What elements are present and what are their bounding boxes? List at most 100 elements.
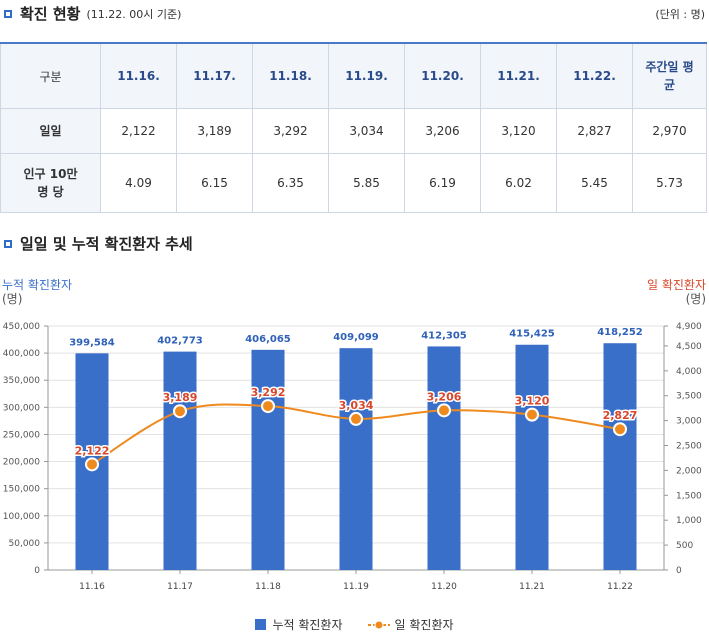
x-tick-label: 11.16: [79, 582, 105, 592]
table-cell: 2,970: [632, 108, 707, 154]
table-header-cell: 11.16.: [100, 42, 177, 109]
right-tick-label: 1,000: [676, 516, 702, 526]
line-point: [349, 411, 363, 426]
square-bullet-icon: [4, 9, 12, 18]
line-point: [613, 422, 627, 437]
table-header-cell: 11.19.: [328, 42, 405, 109]
table-header-cell: 11.20.: [404, 42, 481, 109]
left-tick-label: 100,000: [3, 512, 40, 522]
table-cell: 6.35: [252, 153, 329, 213]
left-tick-label: 250,000: [3, 430, 40, 440]
table-cell: 5.85: [328, 153, 405, 213]
table-cell: 3,120: [480, 108, 557, 154]
table-cell: 5.45: [556, 153, 633, 213]
legend-bar-label: 누적 확진환자: [272, 618, 343, 632]
table-row: 인구 10만 명 당 4.09 6.15 6.35 5.85 6.19 6.02…: [0, 153, 707, 213]
right-tick-label: 4,000: [676, 367, 702, 377]
bar-value-label: 406,065: [245, 334, 291, 345]
x-tick-label: 11.22: [607, 582, 633, 592]
bar: [427, 346, 461, 570]
bar: [163, 351, 197, 570]
x-tick-label: 11.19: [343, 582, 369, 592]
table-cell: 3,034: [328, 108, 405, 154]
line-point: [525, 407, 539, 422]
table-row-header: 일일: [0, 108, 101, 154]
legend-item-line: 일 확진환자: [367, 616, 454, 633]
left-tick-label: 400,000: [3, 349, 40, 359]
chart-legend: 누적 확진환자 일 확진환자: [0, 616, 709, 633]
bar-value-label: 418,252: [597, 327, 643, 338]
table-header-cell: 11.22.: [556, 42, 633, 109]
table-cell: 3,206: [404, 108, 481, 154]
right-axis-unit: (명): [685, 292, 706, 306]
table-cell: 6.02: [480, 153, 557, 213]
right-tick-label: 4,900: [676, 322, 702, 332]
bar: [515, 344, 549, 570]
legend-bar-swatch: [255, 619, 267, 630]
bar-value-label: 402,773: [157, 336, 203, 347]
table-header-cell: 11.17.: [176, 42, 253, 109]
line-point: [261, 399, 275, 414]
right-tick-label: 0: [676, 566, 682, 576]
line-point: [173, 404, 187, 419]
x-tick-label: 11.17: [167, 582, 193, 592]
unit-label: (단위 : 명): [655, 8, 705, 21]
table-row-header: 인구 10만 명 당: [0, 153, 101, 213]
right-tick-label: 2,500: [676, 442, 702, 452]
table-cell: 5.73: [632, 153, 707, 213]
section-subtitle: (11.22. 00시 기준): [86, 7, 182, 21]
line-value-label: 3,034: [339, 399, 374, 412]
section-title-status: 확진 현황 (11.22. 00시 기준): [4, 3, 181, 24]
table-cell: 2,122: [100, 108, 177, 154]
line-point: [85, 457, 99, 472]
x-tick-label: 11.20: [431, 582, 457, 592]
table-cell: 2,827: [556, 108, 633, 154]
bar-value-label: 399,584: [69, 337, 115, 348]
table-header-cell: 구분: [0, 42, 101, 109]
left-tick-label: 300,000: [3, 403, 40, 413]
left-axis-title: 누적 확진환자 (명): [2, 278, 72, 306]
right-tick-label: 3,000: [676, 417, 702, 427]
bar: [251, 349, 285, 570]
table-header-cell: 주간일 평균: [632, 42, 707, 109]
table-header-cell: 11.18.: [252, 42, 329, 109]
bar: [603, 343, 637, 570]
table-cell: 6.19: [404, 153, 481, 213]
trend-chart: 0 50,000 100,000 150,000 200,000 250,000 300,0…: [3, 322, 702, 592]
left-tick-label: 0: [34, 566, 40, 576]
right-tick-label: 500: [676, 541, 693, 551]
line-value-label: 2,827: [603, 409, 638, 422]
table-cell: 3,292: [252, 108, 329, 154]
section-title-trend: 일일 및 누적 확진환자 추세: [4, 233, 193, 254]
section-title-text: 확진 현황: [20, 5, 81, 23]
table-row: 일일 2,122 3,189 3,292 3,034 3,206 3,120 2…: [0, 108, 707, 154]
legend-line-swatch: [367, 620, 390, 629]
line-value-label: 3,206: [427, 390, 462, 403]
x-tick-label: 11.21: [519, 582, 545, 592]
legend-item-bar: 누적 확진환자: [255, 616, 343, 633]
table-header-cell: 11.21.: [480, 42, 557, 109]
bar-value-label: 409,099: [333, 332, 379, 343]
left-axis-unit: (명): [2, 292, 23, 306]
right-axis-name: 일 확진환자: [646, 278, 706, 292]
x-tick-label: 11.18: [255, 582, 281, 592]
left-tick-label: 350,000: [3, 376, 40, 386]
right-tick-label: 3,500: [676, 392, 702, 402]
legend-line-label: 일 확진환자: [394, 618, 454, 632]
line-value-label: 3,120: [515, 395, 550, 408]
stats-table: 구분 11.16. 11.17. 11.18. 11.19. 11.20. 11…: [0, 42, 707, 213]
square-bullet-icon: [4, 239, 12, 248]
left-tick-label: 450,000: [3, 322, 40, 332]
line-value-label: 3,292: [251, 386, 286, 399]
left-tick-label: 50,000: [9, 539, 41, 549]
left-tick-label: 150,000: [3, 485, 40, 495]
right-tick-label: 1,500: [676, 491, 702, 501]
table-cell: 4.09: [100, 153, 177, 213]
bar: [339, 348, 373, 570]
bar-value-label: 415,425: [509, 329, 555, 340]
bar-value-label: 412,305: [421, 330, 467, 341]
table-cell: 3,189: [176, 108, 253, 154]
line-point: [437, 403, 451, 418]
line-value-label: 3,189: [163, 391, 198, 404]
left-tick-label: 200,000: [3, 458, 40, 468]
